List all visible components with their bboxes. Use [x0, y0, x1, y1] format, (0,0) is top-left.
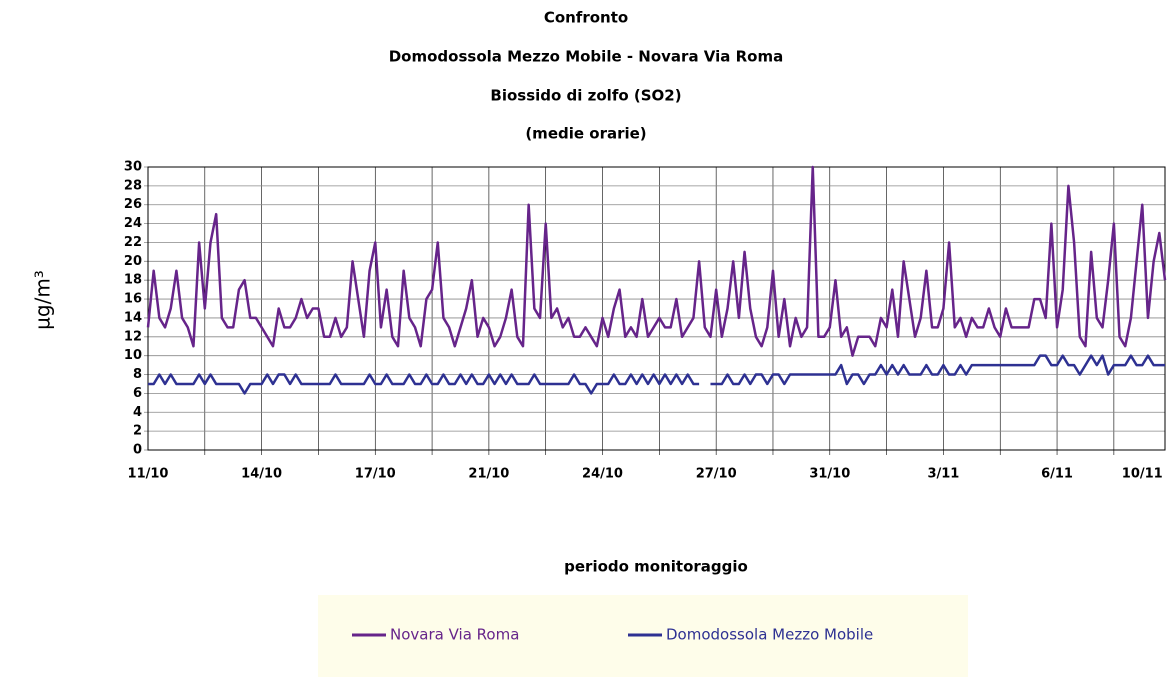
y-tick-label: 8 — [133, 367, 142, 382]
x-tick-label: 14/10 — [241, 467, 282, 482]
x-tick-label: 24/10 — [582, 467, 623, 482]
y-tick-label: 4 — [133, 405, 142, 420]
plot-frame — [147, 166, 1166, 451]
y-tick-label: 24 — [124, 216, 142, 231]
x-tick-label: 27/10 — [696, 467, 737, 482]
y-tick-label: 10 — [124, 348, 142, 363]
x-tick-label: 31/10 — [809, 467, 850, 482]
y-tick-label: 16 — [124, 292, 142, 307]
x-tick-label: 10/11 — [1122, 467, 1163, 482]
series-line — [148, 354, 1165, 395]
chart-subtitle: Domodossola Mezzo Mobile - Novara Via Ro… — [389, 48, 784, 66]
x-tick-label: 17/10 — [355, 467, 396, 482]
chart-subtitle: Biossido di zolfo (SO2) — [490, 87, 681, 105]
series-line — [146, 165, 1167, 357]
y-tick-label: 14 — [124, 310, 142, 325]
y-tick-label: 22 — [124, 235, 142, 250]
y-tick-label: 30 — [124, 160, 142, 175]
x-tick-label: 3/11 — [927, 467, 959, 482]
y-tick-label: 18 — [124, 273, 142, 288]
chart-title: Confronto — [544, 9, 628, 27]
y-tick-label: 0 — [133, 443, 142, 458]
x-tick-label: 11/10 — [128, 467, 169, 482]
legend-label: Novara Via Roma — [390, 626, 519, 644]
y-tick-label: 28 — [124, 178, 142, 193]
y-tick-label: 20 — [124, 254, 142, 269]
x-axis-title: periodo monitoraggio — [564, 558, 748, 576]
x-tick-label: 21/10 — [468, 467, 509, 482]
legend-label: Domodossola Mezzo Mobile — [666, 626, 873, 644]
y-tick-label: 26 — [124, 197, 142, 212]
y-tick-label: 2 — [133, 424, 142, 439]
y-tick-label: 6 — [133, 386, 142, 401]
x-tick-label: 6/11 — [1041, 467, 1073, 482]
chart-subtitle: (medie orarie) — [525, 125, 646, 143]
y-axis-title: µg/m³ — [31, 270, 55, 330]
y-tick-label: 12 — [124, 329, 142, 344]
